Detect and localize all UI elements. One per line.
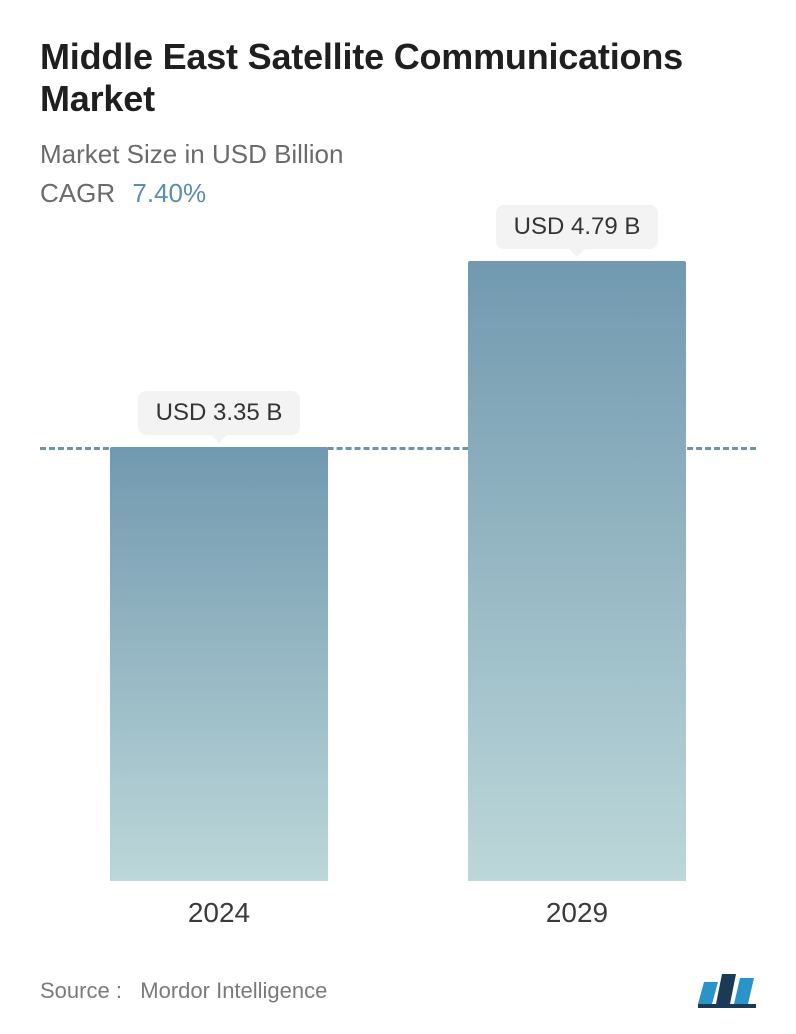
- source-text: Source : Mordor Intelligence: [40, 978, 327, 1004]
- bar-2024: [110, 447, 328, 881]
- market-summary-card: Middle East Satellite Communications Mar…: [0, 0, 796, 1034]
- bars-container: USD 3.35 B USD 4.79 B: [40, 261, 756, 881]
- cagr-value: 7.40%: [132, 178, 206, 208]
- bar-2029: [468, 261, 686, 881]
- brand-logo-icon: [698, 974, 756, 1008]
- bar-slot-2024: USD 3.35 B: [110, 447, 328, 881]
- x-label-2029: 2029: [468, 897, 686, 929]
- value-label-2024: USD 3.35 B: [138, 391, 301, 435]
- x-label-2024: 2024: [110, 897, 328, 929]
- chart-area: USD 3.35 B USD 4.79 B 2024 2029: [40, 261, 756, 929]
- footer: Source : Mordor Intelligence: [40, 974, 756, 1008]
- brand-logo-svg: [698, 974, 756, 1008]
- bar-slot-2029: USD 4.79 B: [468, 261, 686, 881]
- cagr-label: CAGR: [40, 178, 115, 208]
- chart-subtitle: Market Size in USD Billion: [40, 139, 756, 170]
- source-prefix: Source :: [40, 978, 122, 1003]
- x-axis-labels: 2024 2029: [40, 897, 756, 929]
- value-label-2029: USD 4.79 B: [496, 205, 659, 249]
- source-name: Mordor Intelligence: [140, 978, 327, 1003]
- chart-title: Middle East Satellite Communications Mar…: [40, 36, 756, 121]
